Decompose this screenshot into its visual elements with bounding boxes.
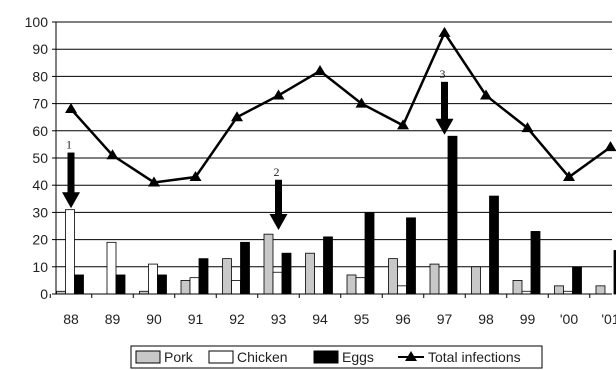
x-tick-label: 89 xyxy=(105,311,121,327)
eggs-bar xyxy=(364,211,375,295)
total-infections-point xyxy=(106,149,119,160)
total-infections-point xyxy=(65,103,77,114)
total-infections-point xyxy=(272,89,285,100)
annotation-arrow-head xyxy=(62,192,80,209)
legend-swatch-chicken xyxy=(208,350,234,364)
y-tick-label: 100 xyxy=(25,14,49,30)
annotation-label: 3 xyxy=(440,67,446,81)
total-infections-point xyxy=(231,111,243,122)
x-tick-label: 96 xyxy=(395,311,411,327)
eggs-bar xyxy=(323,236,333,295)
x-tick-label: 94 xyxy=(312,311,328,327)
eggs-bar xyxy=(240,241,250,295)
legend-label-eggs: Eggs xyxy=(342,349,374,365)
x-tick-label: 92 xyxy=(229,311,245,327)
x-tick-label: 97 xyxy=(437,311,453,327)
y-tick-label: 50 xyxy=(32,150,48,166)
chicken-bar xyxy=(397,285,407,295)
eggs-bar xyxy=(447,135,458,295)
legend-swatch-marker xyxy=(405,351,417,361)
total-infections-point xyxy=(397,119,409,130)
chicken-bar xyxy=(272,271,283,295)
pork-bar xyxy=(554,285,564,295)
annotation-label: 2 xyxy=(274,165,280,179)
eggs-bar xyxy=(198,258,209,295)
annotation-arrow-shaft xyxy=(67,152,75,195)
eggs-bar xyxy=(406,217,416,295)
legend-label-total-infections: Total infections xyxy=(428,349,521,365)
chicken-bar xyxy=(189,277,200,295)
pork-bar xyxy=(471,266,481,295)
total-infections-point xyxy=(148,176,160,187)
x-tick-label: 91 xyxy=(188,311,204,327)
legend-label-pork: Pork xyxy=(164,349,194,365)
eggs-bar xyxy=(572,266,582,295)
annotation-arrow-shaft xyxy=(275,179,282,216)
pork-bar xyxy=(180,279,191,295)
y-tick-label: 70 xyxy=(32,96,48,112)
legend-swatch-pork xyxy=(135,350,161,364)
annotation-arrow-shaft xyxy=(441,81,448,121)
pork-bar xyxy=(263,233,274,295)
annotations: 1 2 3 xyxy=(62,67,454,230)
annotation-arrow-head xyxy=(435,118,454,135)
y-tick-label: 40 xyxy=(32,177,48,193)
eggs-bar xyxy=(74,274,84,295)
eggs-bar xyxy=(115,274,126,295)
x-tick-label: 88 xyxy=(63,311,79,327)
pork-bar xyxy=(429,263,440,295)
eggs-bar xyxy=(281,252,292,295)
chicken-bar xyxy=(355,277,366,295)
total-infections-polyline xyxy=(70,30,612,184)
x-tick-label: 93 xyxy=(271,311,287,327)
pork-bar xyxy=(388,258,398,295)
pork-bar xyxy=(595,285,606,295)
y-tick-label: 30 xyxy=(32,204,48,220)
eggs-bar xyxy=(157,274,167,295)
y-tick-label: 10 xyxy=(32,259,48,275)
x-tick-label: 98 xyxy=(478,311,494,327)
total-infections-line xyxy=(65,26,616,187)
axes: 0 10 20 30 40 50 60 70 80 90 100 88 89 90 91 92 93 94 95 96… xyxy=(25,14,616,327)
y-tick-label: 0 xyxy=(40,286,48,302)
annotation-arrow-head xyxy=(269,214,288,230)
x-tick-label: '00 xyxy=(560,311,578,327)
eggs-bar xyxy=(613,250,616,295)
chicken-bar xyxy=(148,263,158,295)
legend: Pork Chicken Eggs Total infections xyxy=(130,345,543,369)
total-infections-point xyxy=(521,122,534,133)
chicken-bar xyxy=(106,241,117,295)
gridlines xyxy=(56,21,612,295)
total-infections-point xyxy=(563,171,575,182)
total-infections-point xyxy=(480,89,492,100)
pork-bar xyxy=(222,258,232,295)
x-tick-label: 95 xyxy=(354,311,370,327)
y-tick-label: 90 xyxy=(32,41,48,57)
total-infections-point xyxy=(355,97,368,108)
eggs-bar xyxy=(530,231,541,295)
chicken-bar xyxy=(314,266,324,295)
y-tick-label: 80 xyxy=(32,68,48,84)
total-infections-point xyxy=(604,141,616,152)
pork-bar xyxy=(512,279,523,295)
bars xyxy=(56,135,616,295)
x-tick-label: 99 xyxy=(520,311,536,327)
total-infections-point xyxy=(438,26,451,37)
legend-swatch-eggs xyxy=(313,350,339,364)
annotation-label: 1 xyxy=(66,138,72,152)
eggs-bar xyxy=(489,195,499,295)
x-tick-label: 90 xyxy=(146,311,162,327)
chicken-bar xyxy=(231,279,241,295)
total-infections-point xyxy=(189,171,202,182)
pork-bar xyxy=(305,252,315,295)
pork-bar xyxy=(346,274,357,295)
chicken-bar xyxy=(65,209,75,295)
y-tick-label: 20 xyxy=(32,232,48,248)
x-tick-label: '01 xyxy=(601,311,616,327)
total-infections-point xyxy=(314,64,326,75)
legend-label-chicken: Chicken xyxy=(237,349,288,365)
y-tick-label: 60 xyxy=(32,123,48,139)
